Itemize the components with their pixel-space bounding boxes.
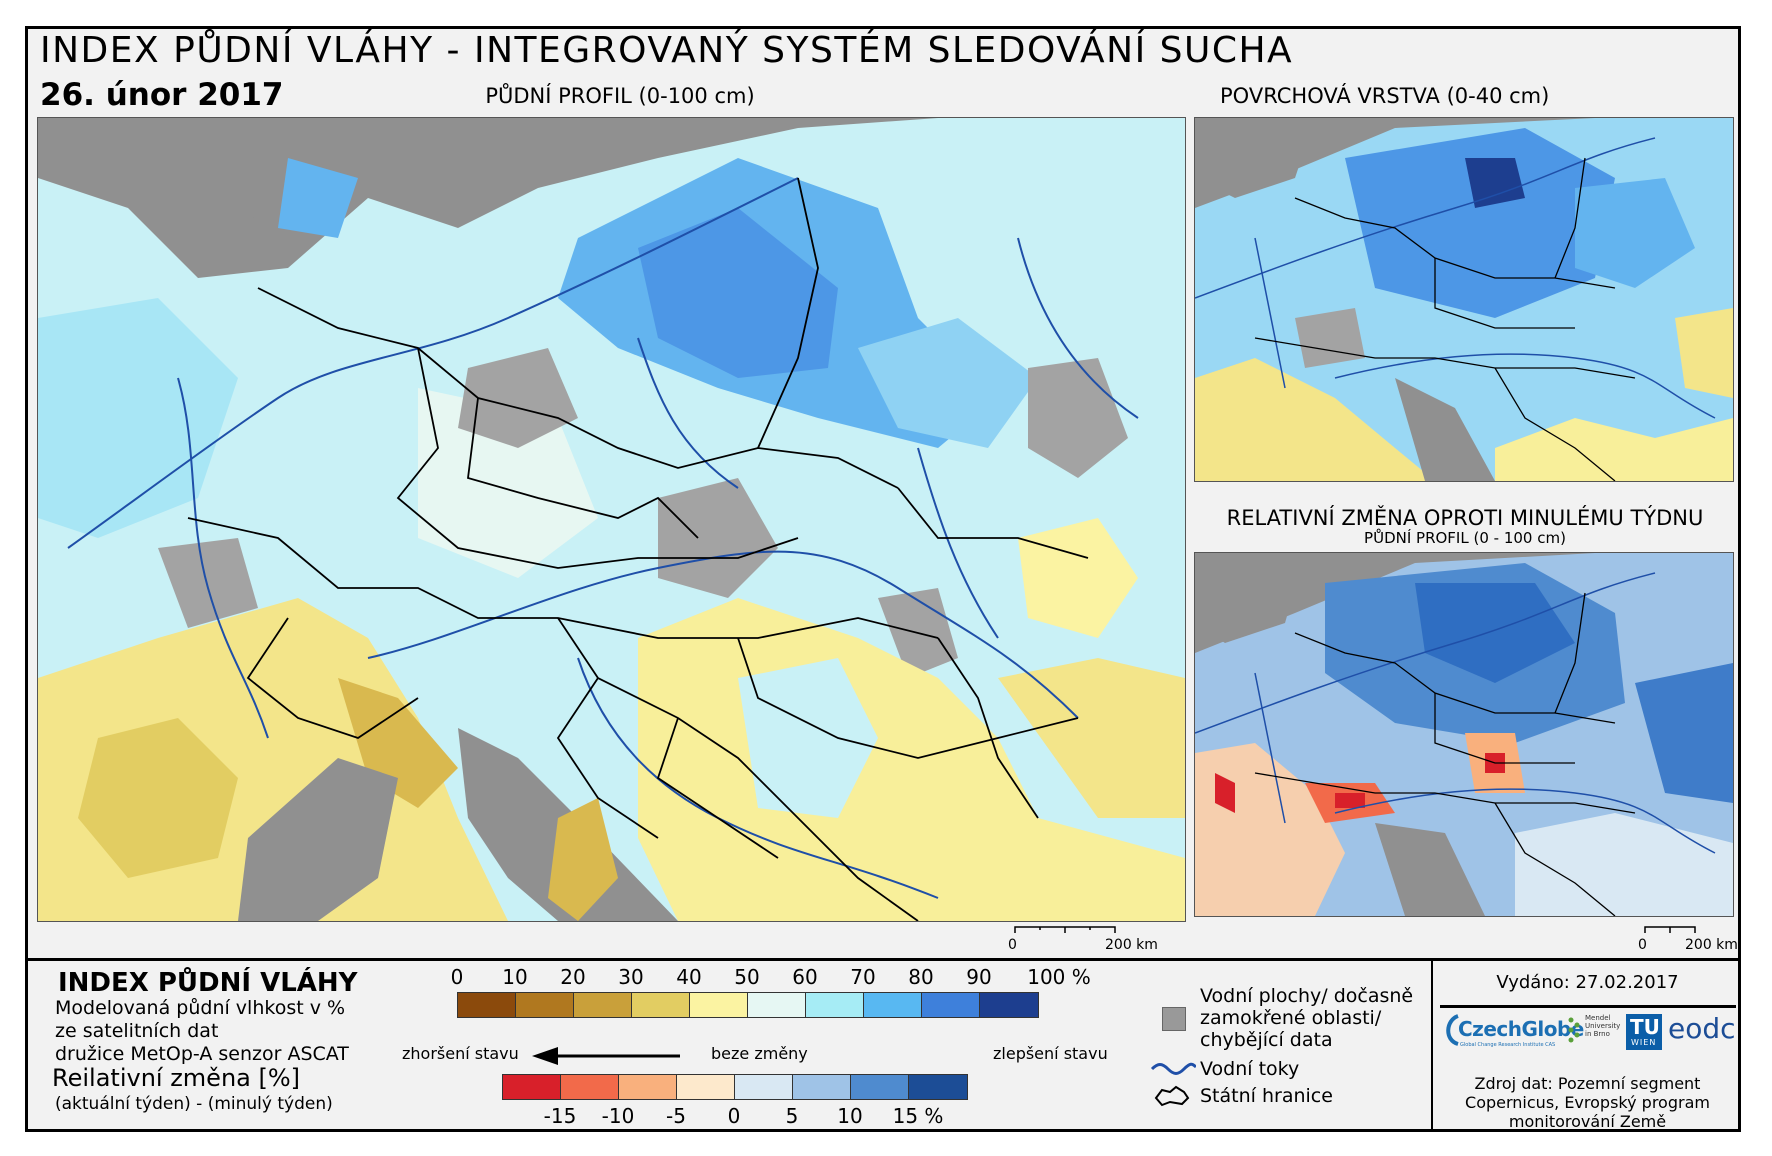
moisture-color-ramp — [457, 992, 1039, 1018]
moisture-swatch-8 — [922, 993, 980, 1017]
moisture-tick-labels: 0 10 20 30 40 50 60 70 80 90 100 % — [451, 965, 1091, 991]
moisture-swatch-2 — [574, 993, 632, 1017]
moisture-tick: 70 — [850, 965, 876, 989]
moisture-swatch-7 — [864, 993, 922, 1017]
change-swatch-7 — [909, 1075, 967, 1099]
worse-arrow-icon — [530, 1046, 680, 1070]
moisture-tick: 100 % — [1027, 965, 1091, 989]
missing-data-swatch — [1162, 1007, 1186, 1031]
issue-date: 26. únor 2017 — [40, 77, 284, 113]
scale-zero: 0 — [1008, 937, 1017, 953]
change-tick: 5 — [785, 1104, 799, 1128]
scale-end: 200 km — [1105, 937, 1158, 953]
change-tick: -15 — [543, 1104, 577, 1128]
borders-label: Státní hranice — [1200, 1085, 1333, 1107]
worse-label: zhoršení stavu — [402, 1044, 519, 1063]
legend-title: INDEX PŮDNÍ VLÁHY — [58, 968, 358, 998]
change-tick: -5 — [666, 1104, 686, 1128]
rivers-label: Vodní toky — [1200, 1058, 1300, 1080]
moisture-swatch-5 — [748, 993, 806, 1017]
change-map-label: RELATIVNÍ ZMĚNA OPROTI MINULÉMU TÝDNU — [1226, 506, 1704, 530]
legend-desc-line2: ze satelitních dat — [55, 1020, 219, 1042]
right-scale-zero: 0 — [1638, 937, 1647, 953]
data-source: Zdroj dat: Pozemní segment Copernicus, E… — [1465, 1074, 1710, 1131]
change-swatch-6 — [851, 1075, 909, 1099]
moisture-tick: 80 — [908, 965, 934, 989]
border-icon — [1152, 1084, 1192, 1112]
moisture-tick: 60 — [792, 965, 818, 989]
surface-layer-map — [1194, 117, 1734, 482]
moisture-tick: 40 — [676, 965, 702, 989]
river-icon — [1150, 1060, 1198, 1079]
no-change-label: beze změny — [711, 1044, 808, 1063]
moisture-tick: 50 — [734, 965, 760, 989]
right-scale-end: 200 km — [1685, 937, 1738, 953]
legend-separator — [28, 958, 1738, 961]
relative-change-title: Reilativní změna [%] — [52, 1064, 301, 1092]
eodc-logo: eodc — [1668, 1012, 1736, 1045]
main-map-label: PŮDNÍ PROFIL (0-100 cm) — [485, 84, 755, 108]
moisture-swatch-6 — [806, 993, 864, 1017]
change-tick: 15 % — [892, 1104, 944, 1128]
change-tick: 10 — [837, 1104, 863, 1128]
change-color-ramp — [502, 1074, 968, 1100]
moisture-swatch-9 — [980, 993, 1038, 1017]
change-tick: 0 — [727, 1104, 741, 1128]
moisture-tick: 10 — [502, 965, 528, 989]
change-swatch-2 — [619, 1075, 677, 1099]
moisture-swatch-3 — [632, 993, 690, 1017]
missing-data-label: Vodní plochy/ dočasně zamokřené oblasti/… — [1200, 985, 1414, 1051]
moisture-swatch-4 — [690, 993, 748, 1017]
issued-underline — [1440, 1005, 1736, 1008]
change-swatch-5 — [793, 1075, 851, 1099]
page-title: INDEX PŮDNÍ VLÁHY - INTEGROVANÝ SYSTÉM S… — [40, 30, 1294, 71]
change-swatch-4 — [735, 1075, 793, 1099]
moisture-swatch-1 — [516, 993, 574, 1017]
surface-map-label: POVRCHOVÁ VRSTVA (0-40 cm) — [1220, 84, 1550, 108]
legend-desc-line3: družice MetOp-A senzor ASCAT — [55, 1043, 349, 1065]
change-swatch-0 — [503, 1075, 561, 1099]
change-swatch-3 — [677, 1075, 735, 1099]
change-tick-labels: -15 -10 -5 0 5 10 15 % — [502, 1100, 972, 1128]
moisture-tick: 30 — [618, 965, 644, 989]
footer-separator — [1431, 958, 1433, 1130]
main-soil-moisture-map — [37, 117, 1186, 922]
relative-change-subtitle: (aktuální týden) - (minulý týden) — [55, 1094, 333, 1114]
change-swatch-1 — [561, 1075, 619, 1099]
relative-change-map — [1194, 552, 1734, 917]
moisture-swatch-0 — [458, 993, 516, 1017]
legend-desc-line1: Modelovaná půdní vlhkost v % — [55, 997, 346, 1019]
tu-wien-logo: TU WIEN — [1626, 1014, 1662, 1050]
moisture-tick: 20 — [560, 965, 586, 989]
legend-description: Modelovaná půdní vlhkost v % ze satelitn… — [55, 997, 349, 1066]
change-map-sublabel: PŮDNÍ PROFIL (0 - 100 cm) — [1364, 529, 1566, 547]
better-label: zlepšení stavu — [993, 1044, 1108, 1063]
moisture-tick: 90 — [966, 965, 992, 989]
change-tick: -10 — [601, 1104, 635, 1128]
moisture-tick: 0 — [450, 965, 464, 989]
issued-date: Vydáno: 27.02.2017 — [1496, 972, 1679, 993]
